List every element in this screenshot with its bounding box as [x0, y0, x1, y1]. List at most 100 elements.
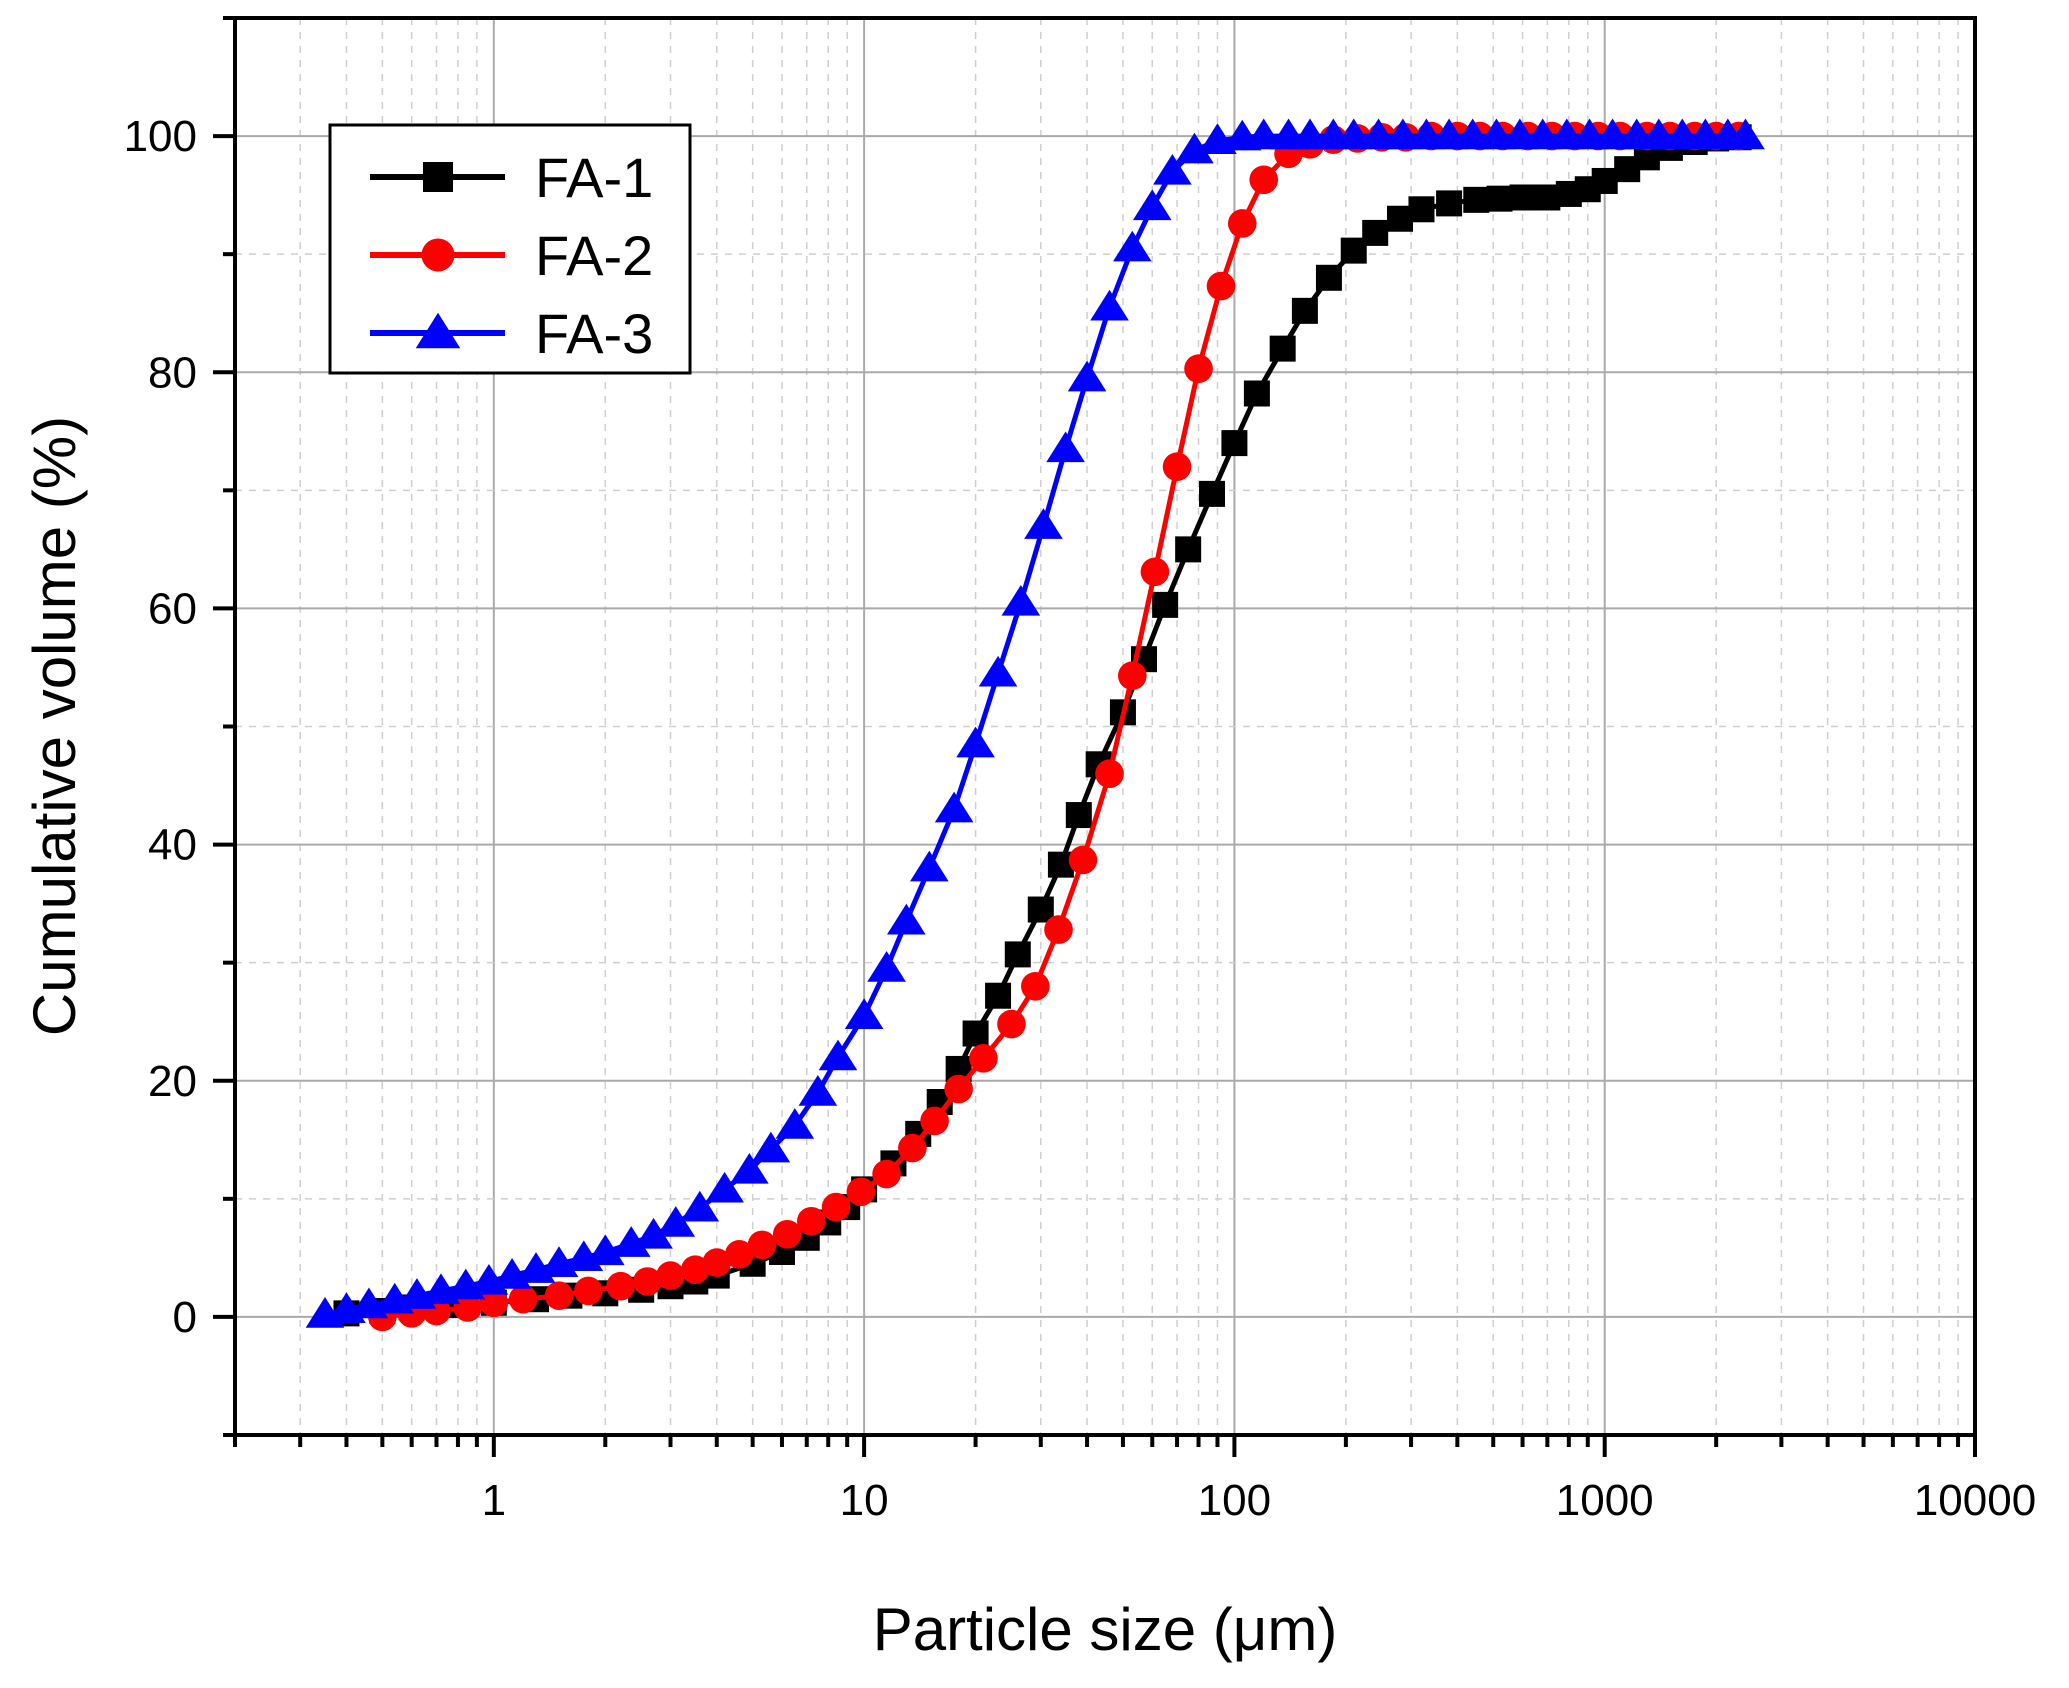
- data-point-fa-2: [724, 1240, 754, 1269]
- data-point-fa-2: [944, 1074, 973, 1104]
- data-point-fa-1: [1199, 480, 1226, 507]
- data-point-fa-2: [1095, 759, 1124, 789]
- legend: FA-1 FA-2 FA-3: [328, 123, 692, 375]
- y-axis-title: Cumulative volume (%): [21, 416, 88, 1036]
- data-point-fa-3: [680, 1190, 720, 1222]
- data-point-fa-2: [846, 1177, 876, 1207]
- legend-label-fa-1: FA-1: [535, 146, 653, 209]
- data-point-fa-2: [872, 1159, 901, 1189]
- data-point-fa-2: [453, 1293, 482, 1322]
- data-point-fa-2: [479, 1288, 509, 1318]
- data-point-fa-1: [1243, 380, 1270, 407]
- data-point-fa-2: [898, 1133, 927, 1163]
- data-point-fa-1: [1362, 219, 1389, 246]
- data-point-fa-1: [1315, 264, 1342, 291]
- data-point-fa-3: [585, 1234, 625, 1266]
- data-point-fa-3: [867, 951, 906, 982]
- data-point-fa-3: [956, 726, 995, 758]
- data-point-fa-2: [1068, 845, 1098, 875]
- x-tick-label: 1000: [1556, 1476, 1654, 1525]
- data-point-fa-3: [887, 903, 926, 935]
- data-point-fa-3: [1153, 153, 1192, 185]
- data-point-fa-2: [772, 1219, 802, 1249]
- data-point-fa-3: [1175, 132, 1214, 164]
- data-point-fa-2: [1184, 354, 1213, 384]
- series-layer: [305, 118, 1765, 1332]
- data-point-fa-2: [680, 1255, 710, 1284]
- data-point-fa-2: [702, 1248, 732, 1277]
- data-point-fa-3: [730, 1152, 769, 1184]
- y-tick-label: 100: [124, 112, 197, 161]
- x-tick-label: 1: [482, 1476, 506, 1525]
- x-tick-label: 100: [1198, 1476, 1271, 1525]
- data-point-fa-1: [1269, 335, 1296, 362]
- data-point-fa-3: [1067, 360, 1107, 392]
- data-point-fa-3: [1024, 508, 1063, 539]
- x-tick-label: 10: [840, 1476, 889, 1525]
- data-point-fa-3: [798, 1075, 838, 1106]
- data-point-fa-3: [844, 998, 884, 1029]
- data-point-fa-3: [1046, 431, 1085, 463]
- data-point-fa-1: [1221, 430, 1248, 457]
- data-point-fa-3: [1359, 118, 1398, 150]
- data-point-fa-2: [1021, 971, 1050, 1001]
- data-point-fa-3: [910, 850, 949, 882]
- data-point-fa-3: [1132, 189, 1172, 221]
- y-tick-label: 80: [148, 348, 197, 397]
- data-point-fa-2: [508, 1284, 538, 1314]
- y-tick-label: 40: [148, 821, 197, 870]
- data-point-fa-2: [821, 1192, 851, 1222]
- data-point-fa-2: [997, 1009, 1026, 1039]
- data-point-fa-3: [1726, 118, 1765, 150]
- data-point-fa-2: [1162, 452, 1192, 482]
- data-point-fa-2: [656, 1261, 685, 1290]
- data-point-fa-3: [978, 655, 1018, 687]
- data-point-fa-2: [1206, 271, 1236, 301]
- data-point-fa-2: [606, 1271, 635, 1301]
- data-point-fa-2: [747, 1230, 777, 1260]
- data-point-fa-1: [1509, 184, 1536, 211]
- data-point-fa-3: [775, 1108, 815, 1139]
- data-point-fa-2: [1140, 557, 1170, 587]
- data-point-fa-1: [1004, 941, 1031, 968]
- data-point-fa-3: [1113, 230, 1152, 262]
- data-point-fa-1: [1175, 536, 1202, 563]
- data-point-fa-1: [1065, 802, 1092, 829]
- data-point-fa-2: [1118, 661, 1147, 691]
- data-point-fa-1: [1027, 896, 1054, 923]
- data-point-fa-1: [1408, 196, 1435, 223]
- series-fa-3: [305, 118, 1765, 1328]
- data-point-fa-1: [1291, 297, 1318, 324]
- data-point-fa-1: [1436, 190, 1463, 217]
- data-point-fa-2: [544, 1281, 574, 1310]
- y-tick-label: 0: [173, 1293, 197, 1342]
- legend-marker-fa-3: [415, 312, 461, 349]
- data-point-fa-3: [1244, 118, 1284, 150]
- data-point-fa-2: [1044, 915, 1073, 944]
- legend-marker-fa-2: [421, 238, 455, 272]
- data-point-fa-1: [985, 982, 1012, 1009]
- data-point-fa-3: [818, 1039, 858, 1071]
- data-point-fa-2: [969, 1044, 998, 1073]
- data-point-fa-3: [611, 1226, 651, 1257]
- data-point-fa-3: [705, 1171, 744, 1203]
- x-tick-label: 10000: [1914, 1476, 2036, 1525]
- axis-layer: 1 10 100 1000 10000 0 20 40 60 80 100: [124, 16, 2036, 1525]
- legend-marker-fa-1: [423, 162, 453, 192]
- data-point-fa-1: [1591, 167, 1618, 194]
- data-point-fa-3: [1001, 584, 1041, 616]
- data-point-fa-2: [574, 1276, 603, 1306]
- y-tick-label: 60: [148, 584, 197, 633]
- data-point-fa-1: [1152, 591, 1179, 618]
- data-point-fa-2: [1227, 209, 1257, 238]
- data-point-fa-3: [1090, 289, 1129, 321]
- y-tick-label: 20: [148, 1057, 197, 1106]
- data-point-fa-2: [633, 1267, 662, 1296]
- data-point-fa-3: [656, 1206, 696, 1237]
- legend-label-fa-3: FA-3: [535, 302, 653, 365]
- data-point-fa-1: [1486, 185, 1513, 212]
- data-point-fa-3: [634, 1217, 673, 1249]
